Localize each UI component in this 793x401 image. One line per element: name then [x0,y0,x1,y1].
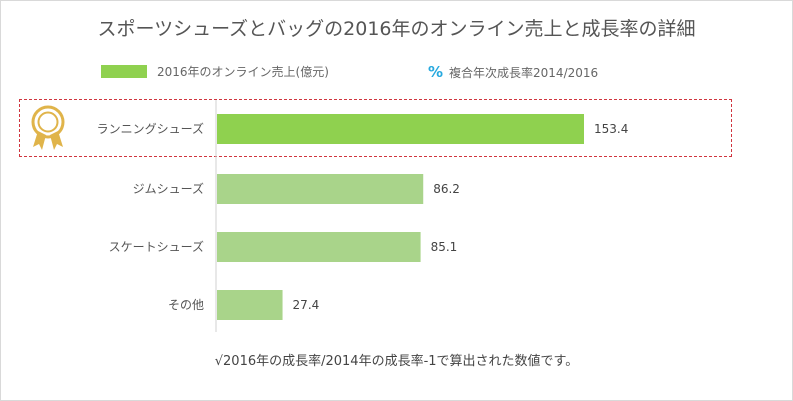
award-medal-icon [31,105,65,150]
category-label: ジムシューズ [133,181,204,196]
legend-label-sales: 2016年のオンライン売上(億元) [157,65,329,79]
legend-label-growth: 複合年次成長率2014/2016 [449,65,599,80]
bar [217,232,421,262]
chart-title: スポーツシューズとバッグの2016年のオンライン売上と成長率の詳細 [97,18,696,40]
bar [217,290,283,320]
category-label: スケートシューズ [109,239,204,254]
bar [217,174,424,204]
legend-swatch [101,65,147,78]
legend-item-growth: % 複合年次成長率2014/2016 [428,63,598,81]
legend-item-sales: 2016年のオンライン売上(億元) [101,63,329,80]
category-label: その他 [168,298,204,312]
highlight-box [19,99,732,157]
bar [217,114,584,144]
value-label: 27.4 [293,298,320,312]
value-label: 86.2 [433,182,460,196]
percent-icon: % [428,63,444,81]
category-label: ランニングシューズ [97,121,204,136]
legend: 2016年のオンライン売上(億元) % 複合年次成長率2014/2016 [0,63,793,83]
footnote: √2016年の成長率/2014年の成長率-1で算出された数値です。 [214,354,579,369]
value-label: 153.4 [594,122,628,136]
value-label: 85.1 [431,240,458,254]
